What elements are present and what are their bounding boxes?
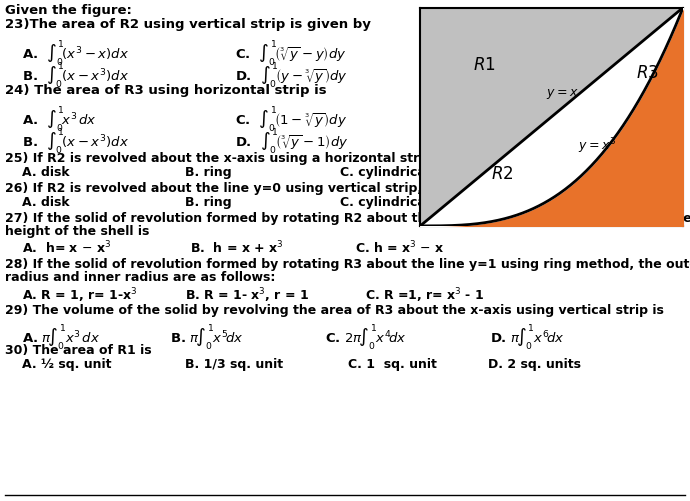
Text: C. h = x$^3$ $-$ x: C. h = x$^3$ $-$ x: [355, 239, 444, 256]
Text: A.  h= x $-$ x$^3$: A. h= x $-$ x$^3$: [22, 239, 111, 256]
Text: 27) If the solid of revolution formed by rotating R2 about the y-axis is a cylin: 27) If the solid of revolution formed by…: [5, 211, 690, 224]
Text: B.  $\int_0^1\!\left(x-x^3\right)dx$: B. $\int_0^1\!\left(x-x^3\right)dx$: [22, 126, 129, 155]
Text: B. R = 1- x$^3$, r = 1: B. R = 1- x$^3$, r = 1: [185, 286, 309, 304]
Text: B.  h = x + x$^3$: B. h = x + x$^3$: [190, 239, 284, 256]
Text: D.  $\int_0^1\!\left(\sqrt[3]{y}-1\right)dy$: D. $\int_0^1\!\left(\sqrt[3]{y}-1\right)…: [235, 126, 348, 155]
Text: $\it{R1}$: $\it{R1}$: [473, 56, 495, 74]
Text: radius and inner radius are as follows:: radius and inner radius are as follows:: [5, 271, 275, 284]
Text: B. $\pi\!\int_0^1 x^5\!dx$: B. $\pi\!\int_0^1 x^5\!dx$: [170, 321, 244, 351]
Text: C. $2\pi\!\int_0^1 x^4\!dx$: C. $2\pi\!\int_0^1 x^4\!dx$: [325, 321, 407, 351]
Text: D. 2 sq. units: D. 2 sq. units: [488, 357, 581, 370]
Text: $\it{R3}$: $\it{R3}$: [635, 64, 658, 82]
Text: A. disk: A. disk: [22, 166, 70, 179]
Text: B. ring: B. ring: [185, 166, 232, 179]
Text: 30) The area of R1 is: 30) The area of R1 is: [5, 343, 152, 356]
Text: C. 1  sq. unit: C. 1 sq. unit: [348, 357, 437, 370]
Text: C. R =1, r= x$^3$ - 1: C. R =1, r= x$^3$ - 1: [365, 286, 484, 304]
Text: 26) If R2 is revolved about the line y=0 using vertical strip, the solid of revo: 26) If R2 is revolved about the line y=0…: [5, 182, 652, 194]
Text: B. 1/3 sq. unit: B. 1/3 sq. unit: [185, 357, 283, 370]
Text: A. ½ sq. unit: A. ½ sq. unit: [22, 357, 112, 370]
Text: A. disk: A. disk: [22, 195, 70, 208]
Text: 24) The area of R3 using horizontal strip is: 24) The area of R3 using horizontal stri…: [5, 84, 326, 97]
Text: Given the figure:: Given the figure:: [5, 4, 132, 17]
Text: 29) The volume of the solid by revolving the area of R3 about the x-axis using v: 29) The volume of the solid by revolving…: [5, 304, 664, 316]
Text: $y = x$: $y = x$: [546, 87, 579, 101]
Text: B. ring: B. ring: [185, 195, 232, 208]
Text: C.  $\int_0^1\!\left(1-\sqrt[3]{y}\right)dy$: C. $\int_0^1\!\left(1-\sqrt[3]{y}\right)…: [235, 104, 347, 133]
Text: D. $\pi\!\int_0^1 x^6\!dx$: D. $\pi\!\int_0^1 x^6\!dx$: [490, 321, 564, 351]
Text: A. $\pi\!\int_0^1 x^3\,dx$: A. $\pi\!\int_0^1 x^3\,dx$: [22, 321, 100, 351]
Text: 25) If R2 is revolved about the x-axis using a horizontal strip, the solid of re: 25) If R2 is revolved about the x-axis u…: [5, 152, 667, 165]
Text: 28) If the solid of revolution formed by rotating R3 about the line y=1 using ri: 28) If the solid of revolution formed by…: [5, 258, 690, 271]
Text: C. cylindrical shell: C. cylindrical shell: [340, 195, 467, 208]
Text: A.  $\int_0^1\!x^3\,dx$: A. $\int_0^1\!x^3\,dx$: [22, 104, 97, 133]
Text: D.  $\int_0^1\!\left(y-\sqrt[3]{y}\right)dy$: D. $\int_0^1\!\left(y-\sqrt[3]{y}\right)…: [235, 60, 348, 90]
Text: C.  $\int_0^1\!\left(\sqrt[3]{y}-y\right)dy$: C. $\int_0^1\!\left(\sqrt[3]{y}-y\right)…: [235, 38, 346, 68]
Text: C. cylindrical shell: C. cylindrical shell: [340, 166, 467, 179]
Text: height of the shell is: height of the shell is: [5, 224, 149, 237]
Text: 23)The area of R2 using vertical strip is given by: 23)The area of R2 using vertical strip i…: [5, 18, 371, 31]
Text: B.  $\int_0^1\!\left(x-x^3\right)dx$: B. $\int_0^1\!\left(x-x^3\right)dx$: [22, 60, 129, 90]
Text: A. R = 1, r= 1-x$^3$: A. R = 1, r= 1-x$^3$: [22, 286, 137, 304]
Text: $y = x^3$: $y = x^3$: [578, 136, 616, 156]
Text: A.  $\int_0^1\!\left(x^3-x\right)dx$: A. $\int_0^1\!\left(x^3-x\right)dx$: [22, 38, 129, 68]
Text: $\it{R2}$: $\it{R2}$: [491, 164, 514, 182]
